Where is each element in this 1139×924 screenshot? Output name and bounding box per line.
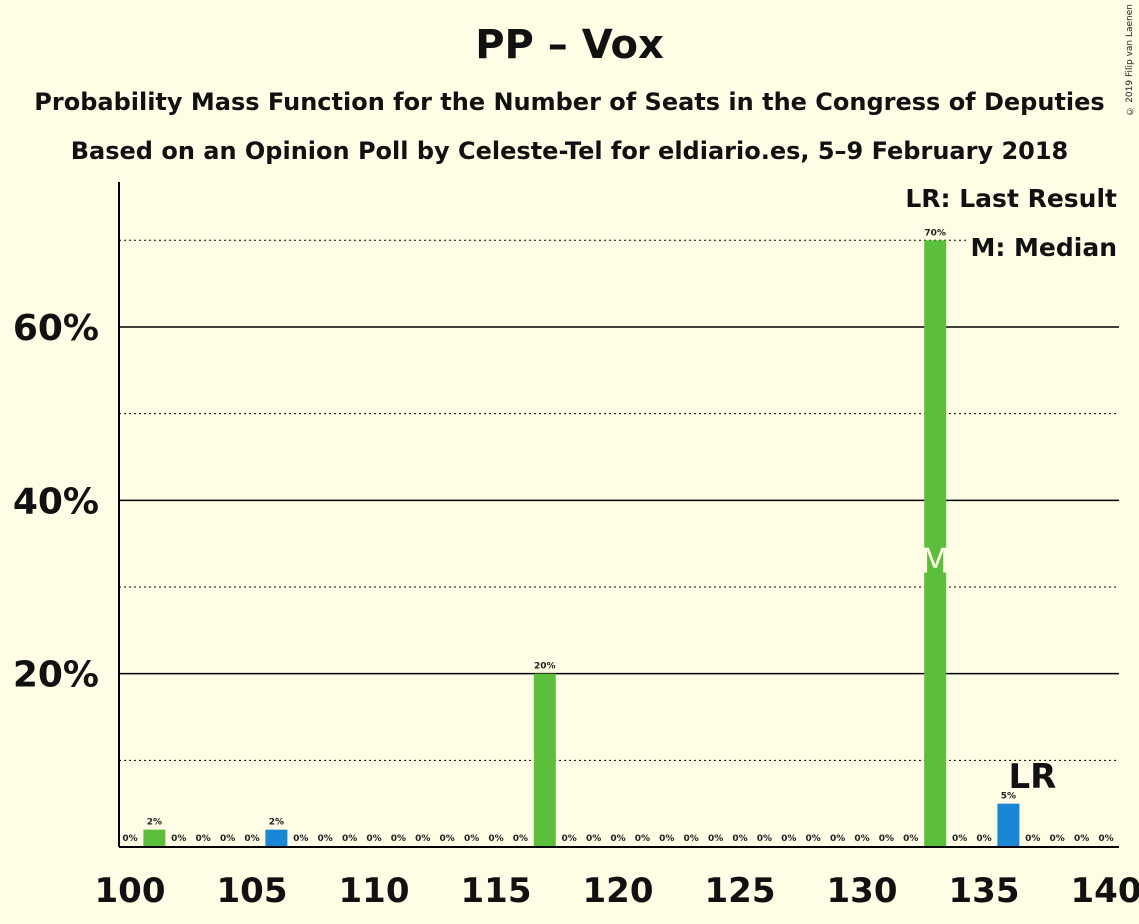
bar-value-label: 0%	[562, 834, 577, 844]
x-tick-label: 130	[827, 871, 898, 911]
bar-value-label: 0%	[342, 834, 357, 844]
bar-value-label: 0%	[488, 834, 503, 844]
bar-value-label: 0%	[415, 834, 430, 844]
bar-value-label: 0%	[659, 834, 674, 844]
x-tick-label: 125	[705, 871, 776, 911]
median-marker: M	[921, 541, 950, 581]
x-tick-label: 110	[339, 871, 410, 911]
x-tick-label: 135	[949, 871, 1020, 911]
bar-value-label: 0%	[806, 834, 821, 844]
bar-value-label: 0%	[196, 834, 211, 844]
bar-value-label: 0%	[244, 834, 259, 844]
y-tick-label: 60%	[13, 308, 99, 349]
bar-value-label: 20%	[534, 662, 556, 672]
bar-value-label: 0%	[1050, 834, 1065, 844]
bar-value-label: 2%	[269, 818, 284, 828]
last-result-marker: LR	[1008, 757, 1056, 797]
bar-value-label: 0%	[781, 834, 796, 844]
bar-value-label: 0%	[830, 834, 845, 844]
bar-value-label: 0%	[952, 834, 967, 844]
chart-title: PP – Vox	[475, 22, 664, 68]
bar-117	[533, 673, 556, 847]
legend-median: M: Median	[968, 233, 1119, 262]
y-tick-label: 20%	[13, 655, 99, 696]
legend-last-result: LR: Last Result	[903, 184, 1119, 213]
bar-value-label: 0%	[171, 834, 186, 844]
x-tick-label: 105	[217, 871, 288, 911]
bar-value-label: 0%	[903, 834, 918, 844]
bar-value-label: 0%	[122, 834, 137, 844]
bar-106	[265, 829, 288, 847]
bar-value-label: 70%	[924, 228, 946, 238]
bar-value-label: 0%	[1025, 834, 1040, 844]
bar-value-label: 0%	[513, 834, 528, 844]
y-tick-label: 40%	[13, 481, 99, 522]
bar-value-label: 0%	[1074, 834, 1089, 844]
bar-value-label: 0%	[684, 834, 699, 844]
bar-value-label: 0%	[293, 834, 308, 844]
chart-subtitle: Probability Mass Function for the Number…	[34, 88, 1105, 116]
bar-value-label: 0%	[366, 834, 381, 844]
x-tick-label: 120	[583, 871, 654, 911]
bar-value-label: 0%	[318, 834, 333, 844]
bar-136	[997, 803, 1020, 847]
bar-value-label: 0%	[708, 834, 723, 844]
x-tick-label: 115	[461, 871, 532, 911]
x-tick-label: 140	[1071, 871, 1139, 911]
bar-value-label: 0%	[879, 834, 894, 844]
bar-value-label: 0%	[1098, 834, 1113, 844]
bar-value-label: 0%	[391, 834, 406, 844]
bar-value-label: 0%	[854, 834, 869, 844]
bar-value-label: 0%	[610, 834, 625, 844]
chart-source: Based on an Opinion Poll by Celeste-Tel …	[70, 137, 1069, 165]
bar-value-label: 0%	[635, 834, 650, 844]
bar-value-label: 0%	[757, 834, 772, 844]
bar-value-label: 0%	[464, 834, 479, 844]
bar-value-label: 0%	[732, 834, 747, 844]
bar-value-label: 0%	[586, 834, 601, 844]
bar-101	[143, 829, 166, 847]
x-tick-label: 100	[95, 871, 166, 911]
bar-value-label: 5%	[1001, 792, 1016, 802]
bar-value-label: 0%	[220, 834, 235, 844]
bar-133	[924, 240, 947, 847]
bar-value-label: 0%	[440, 834, 455, 844]
bar-value-label: 2%	[147, 818, 162, 828]
bar-value-label: 0%	[976, 834, 991, 844]
